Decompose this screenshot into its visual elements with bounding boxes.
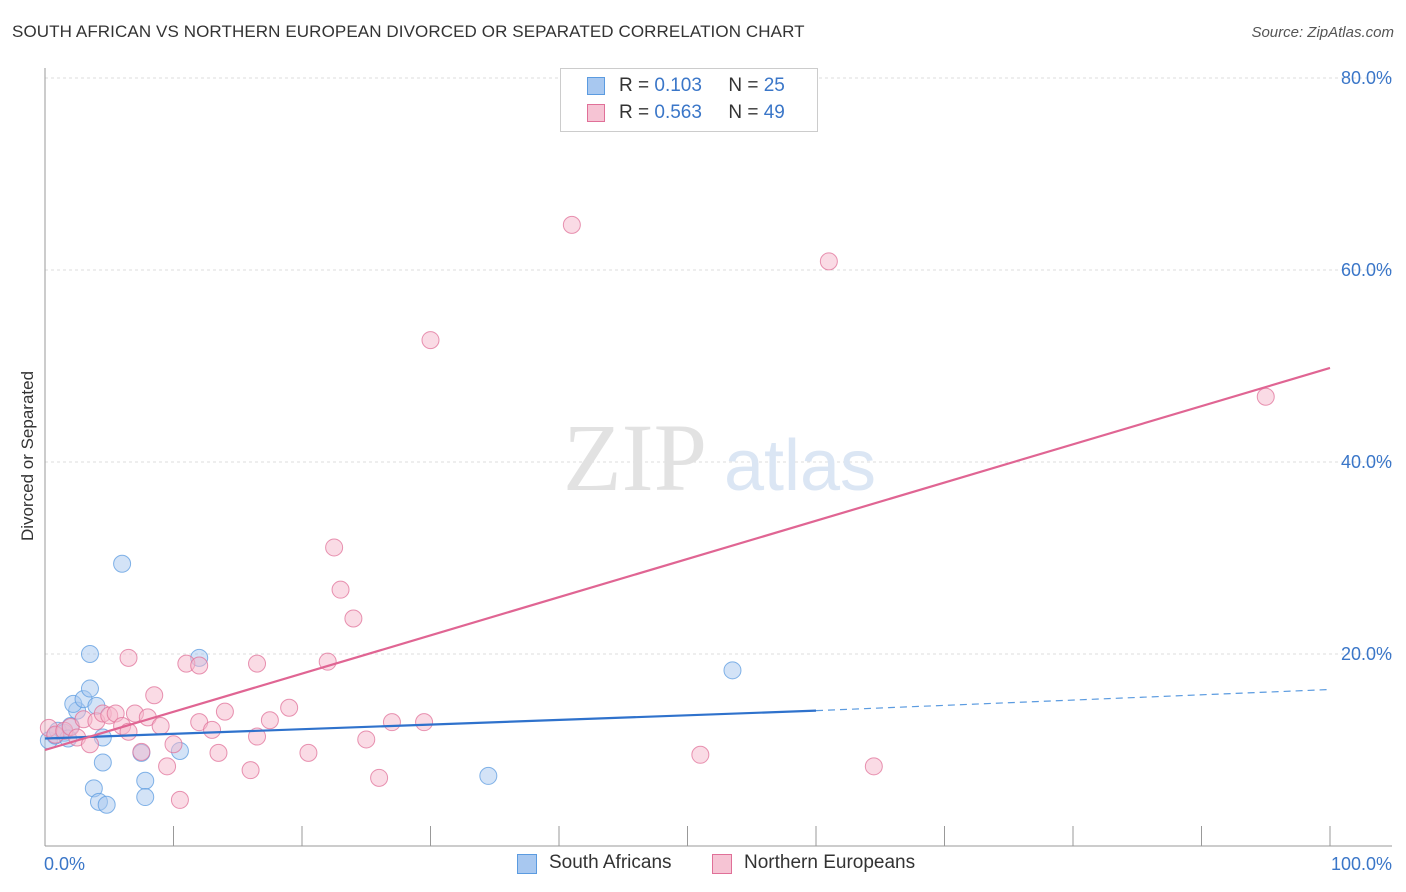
point-northern-european (382, 713, 401, 732)
y-tick-labels: 20.0% 40.0% 60.0% 80.0% (1341, 68, 1392, 664)
legend-swatch-pink (712, 854, 732, 874)
source-credit: Source: ZipAtlas.com (1251, 24, 1394, 41)
point-northern-european (357, 730, 376, 749)
axes (44, 68, 1392, 847)
trend-line-northern-europeans (44, 366, 1331, 752)
y-tick-label: 40.0% (1341, 452, 1392, 472)
point-south-african (136, 771, 155, 790)
point-northern-european (241, 761, 260, 780)
point-northern-european (215, 702, 234, 721)
point-northern-european (421, 331, 440, 350)
point-northern-european (325, 538, 344, 557)
series-name: South Africans (549, 852, 672, 873)
point-northern-european (331, 580, 350, 599)
point-northern-european (562, 215, 581, 234)
point-northern-european (119, 648, 138, 667)
watermark-zip: ZIP (563, 404, 707, 511)
data-points (39, 215, 1275, 814)
point-northern-european (164, 735, 183, 754)
legend-text: R = 0.103 N = 25 (619, 75, 785, 97)
trend-lines (44, 366, 1331, 752)
point-northern-european (145, 686, 164, 705)
point-northern-european (260, 711, 279, 730)
point-northern-european (415, 713, 434, 732)
point-northern-european (280, 698, 299, 717)
point-south-african (136, 788, 155, 807)
point-northern-european (370, 768, 389, 787)
point-south-african (113, 554, 132, 573)
point-south-african (723, 661, 742, 680)
point-northern-european (248, 654, 267, 673)
point-northern-european (318, 652, 337, 671)
trend-line-south-africans (44, 709, 817, 740)
legend-swatch-pink (587, 104, 605, 122)
r-label: R = (619, 102, 650, 123)
legend-swatch-blue (517, 854, 537, 874)
legend-swatch-blue (587, 77, 605, 95)
point-northern-european (158, 757, 177, 776)
r-value: 0.563 (654, 102, 702, 123)
point-northern-european (132, 742, 151, 761)
point-northern-european (170, 790, 189, 809)
point-south-african (80, 645, 99, 663)
point-northern-european (190, 656, 209, 675)
n-value: 49 (763, 102, 785, 123)
point-northern-european (203, 720, 222, 739)
point-northern-european (344, 609, 363, 628)
point-south-african (80, 679, 99, 698)
point-south-african (479, 766, 498, 785)
point-south-african (97, 795, 116, 814)
y-axis-label: Divorced or Separated (18, 371, 37, 541)
x-tick-label-max: 100.0% (1331, 854, 1392, 874)
n-value: 25 (763, 75, 785, 96)
chart-title: SOUTH AFRICAN VS NORTHERN EUROPEAN DIVOR… (12, 22, 805, 41)
r-label: R = (619, 75, 650, 96)
legend-text: R = 0.563 N = 49 (619, 102, 785, 124)
point-northern-european (691, 745, 710, 764)
y-tick-label: 60.0% (1341, 260, 1392, 280)
point-south-african (93, 753, 112, 772)
n-label: N = (728, 102, 759, 123)
watermark: ZIP atlas (563, 404, 876, 511)
y-tick-label: 80.0% (1341, 68, 1392, 88)
series-name: Northern Europeans (744, 852, 916, 873)
point-northern-european (864, 757, 883, 776)
point-northern-european (209, 743, 228, 762)
point-northern-european (819, 252, 838, 271)
point-northern-european (1256, 387, 1275, 406)
watermark-atlas: atlas (724, 426, 876, 506)
r-value: 0.103 (654, 75, 702, 96)
point-northern-european (151, 717, 170, 735)
x-axis-ticks (173, 826, 1331, 846)
x-tick-label-min: 0.0% (44, 854, 85, 874)
point-northern-european (248, 727, 267, 746)
trend-line-extension (815, 688, 1331, 712)
n-label: N = (728, 75, 759, 96)
point-northern-european (299, 743, 318, 762)
stats-legend: R = 0.103 N = 25 R = 0.563 N = 49 (560, 68, 818, 132)
y-tick-label: 20.0% (1341, 644, 1392, 664)
grid-lines (45, 77, 1392, 655)
